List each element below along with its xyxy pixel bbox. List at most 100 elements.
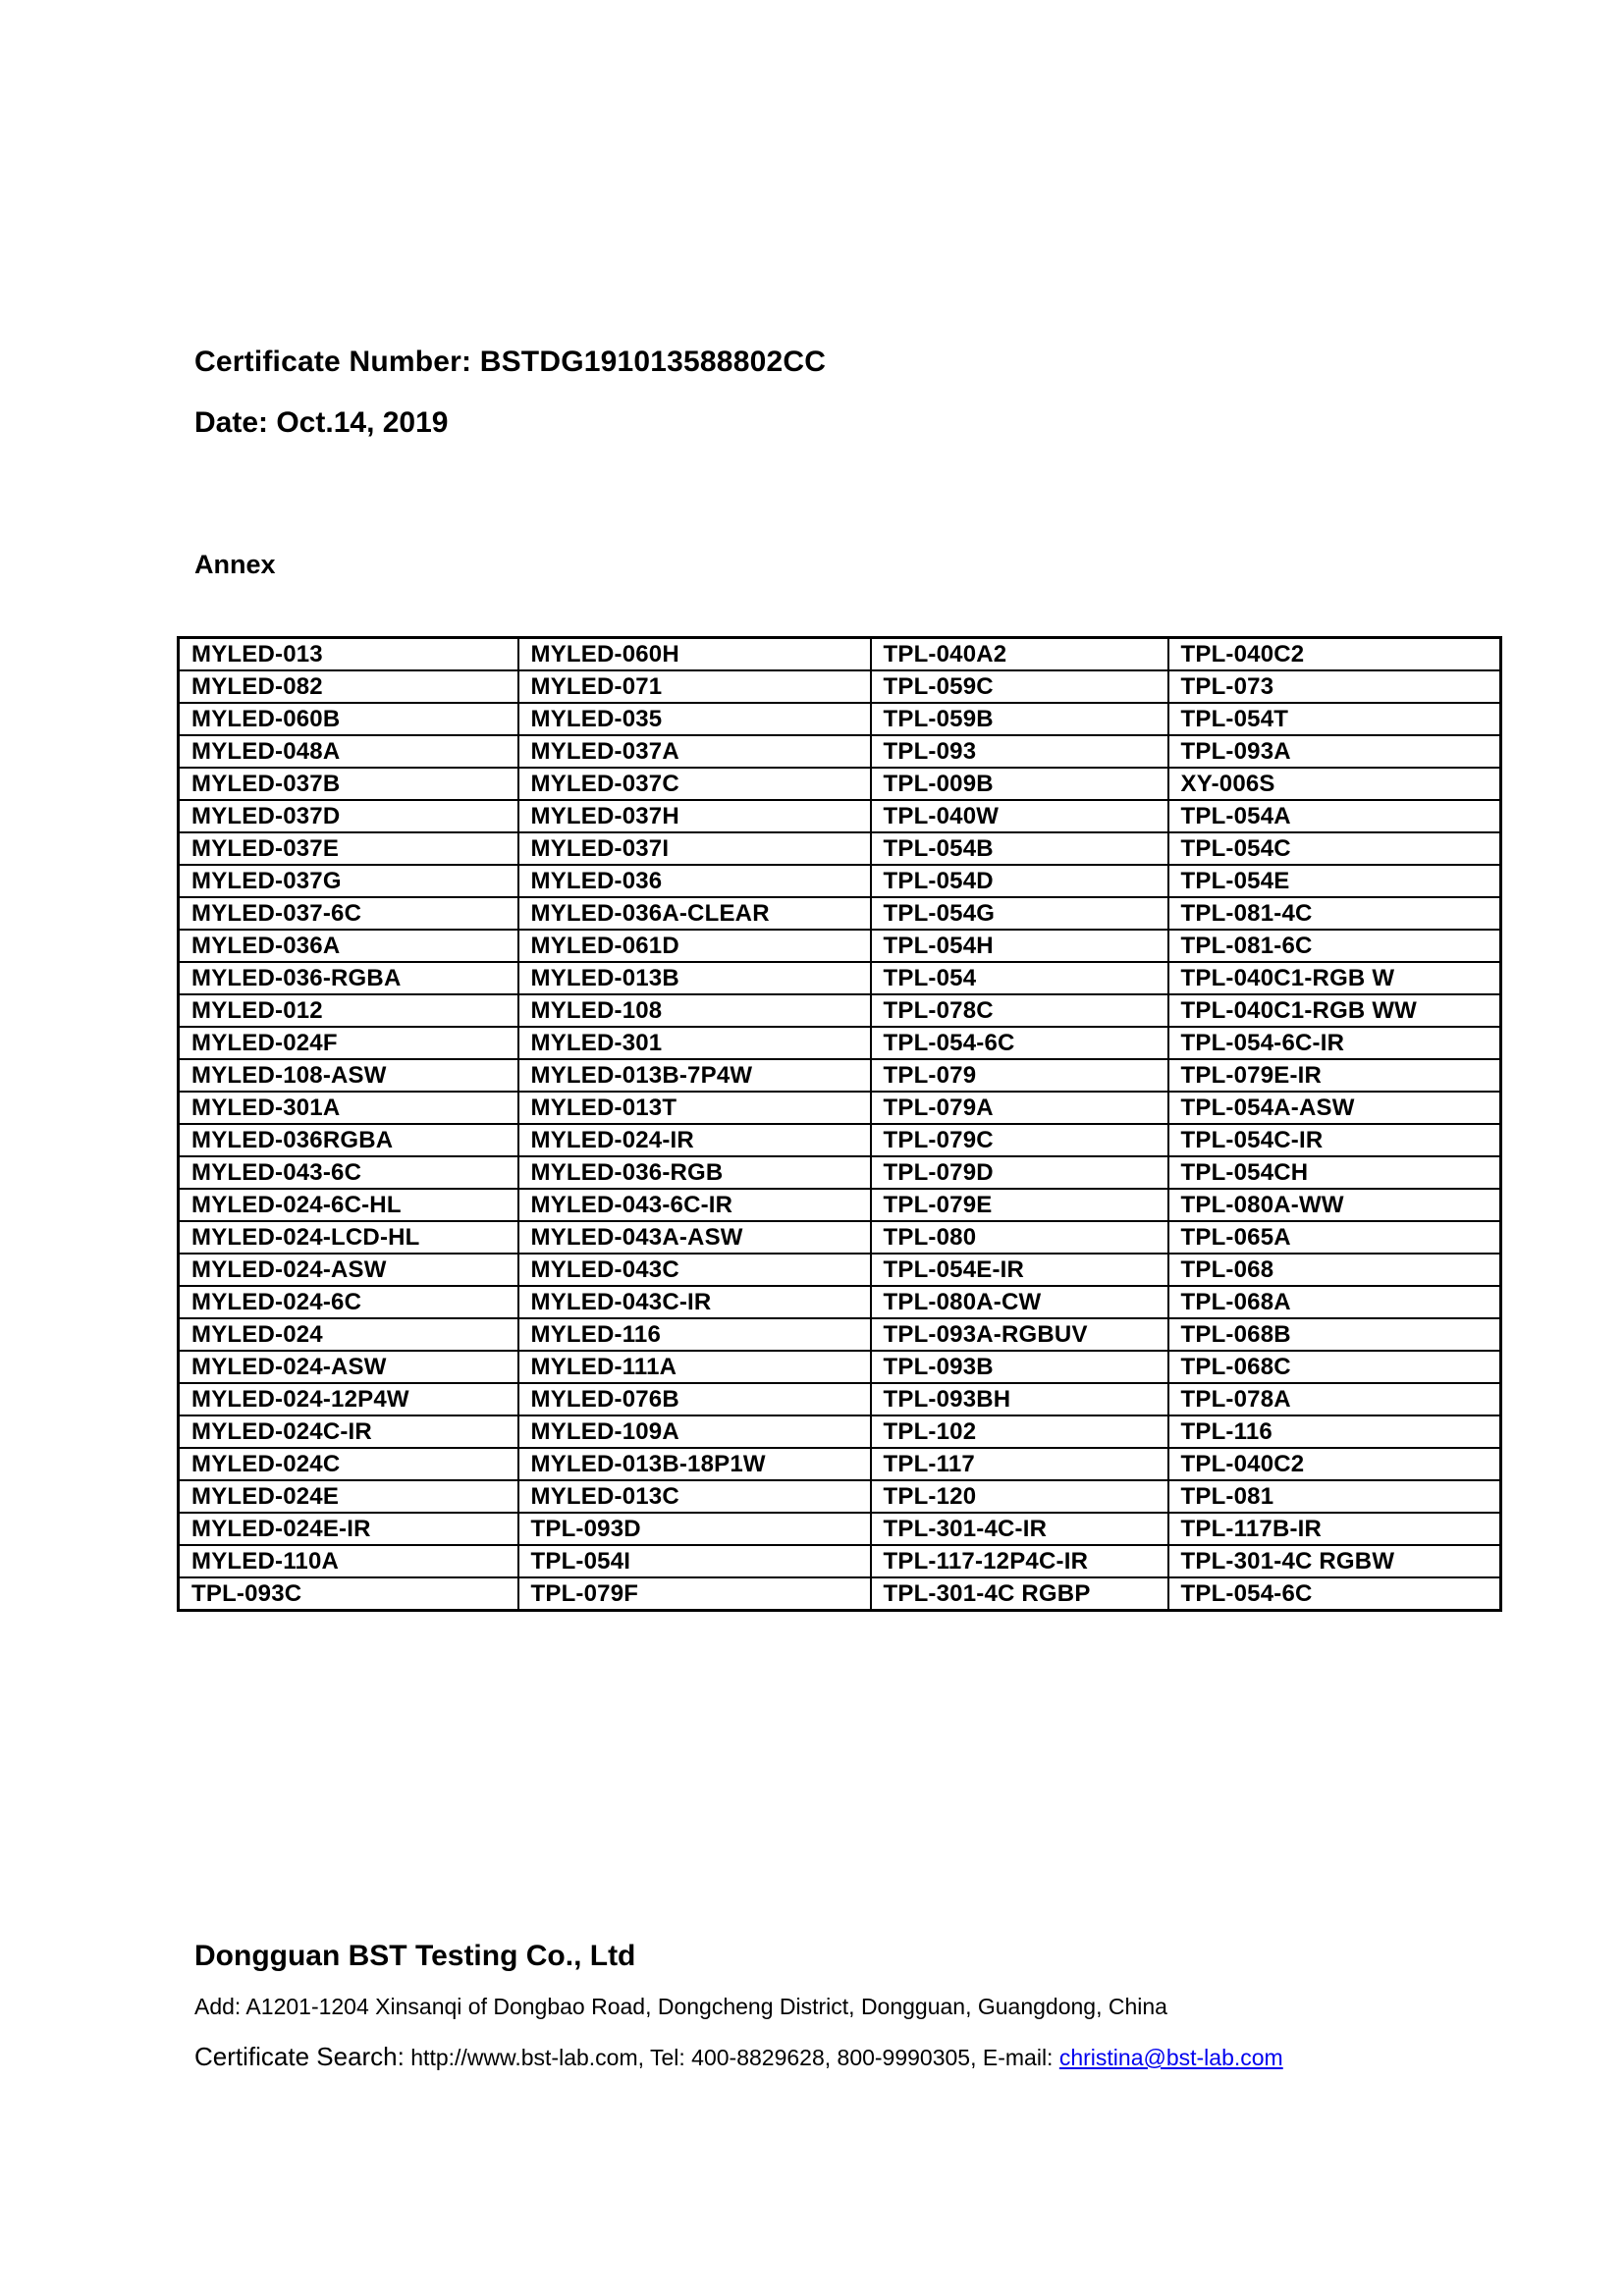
model-number-cell: MYLED-024-6C	[177, 1285, 519, 1319]
model-number-cell: MYLED-061D	[516, 929, 872, 963]
company-address: Add: A1201-1204 Xinsanqi of Dongbao Road…	[194, 1994, 1167, 2019]
model-number-cell: MYLED-060H	[516, 636, 872, 671]
model-number-cell: TPL-054T	[1166, 702, 1502, 736]
table-row: MYLED-024C-IR MYLED-109A TPL-102 TPL-116	[177, 1415, 1502, 1449]
model-number-cell: XY-006S	[1166, 767, 1502, 801]
annex-model-table: MYLED-013 MYLED-060H TPL-040A2 TPL-040C2 MYL…	[177, 636, 1502, 1612]
model-number-cell: MYLED-301	[516, 1026, 872, 1060]
model-number-cell: TPL-054D	[869, 864, 1169, 898]
model-number-cell: MYLED-036-RGBA	[177, 961, 519, 995]
model-number-cell: TPL-081-6C	[1166, 929, 1502, 963]
model-number-cell: TPL-054C-IR	[1166, 1123, 1502, 1157]
model-number-cell: TPL-093C	[177, 1576, 519, 1612]
model-number-cell: TPL-301-4C RGBW	[1166, 1544, 1502, 1578]
model-number-cell: TPL-117B-IR	[1166, 1512, 1502, 1546]
model-number-cell: TPL-079E-IR	[1166, 1058, 1502, 1093]
table-row: MYLED-037D MYLED-037H TPL-040W TPL-054A	[177, 799, 1502, 833]
model-number-cell: MYLED-024-6C-HL	[177, 1188, 519, 1222]
model-number-cell: MYLED-037-6C	[177, 896, 519, 931]
model-number-cell: MYLED-024-IR	[516, 1123, 872, 1157]
model-number-cell: TPL-079E	[869, 1188, 1169, 1222]
table-row: MYLED-024E-IR TPL-093D TPL-301-4C-IR TPL-11…	[177, 1512, 1502, 1546]
model-number-cell: TPL-079C	[869, 1123, 1169, 1157]
model-number-cell: MYLED-116	[516, 1317, 872, 1352]
table-row: MYLED-043-6C MYLED-036-RGB TPL-079D TPL-054…	[177, 1155, 1502, 1190]
model-number-cell: TPL-068C	[1166, 1350, 1502, 1384]
model-number-cell: MYLED-024E	[177, 1479, 519, 1514]
model-number-cell: MYLED-024-12P4W	[177, 1382, 519, 1416]
model-number-cell: MYLED-024-LCD-HL	[177, 1220, 519, 1255]
model-number-cell: MYLED-043-6C	[177, 1155, 519, 1190]
table-row: MYLED-037-6C MYLED-036A-CLEAR TPL-054G TPL-…	[177, 896, 1502, 931]
table-row: MYLED-024E MYLED-013C TPL-120 TPL-081	[177, 1479, 1502, 1514]
model-number-cell: TPL-078A	[1166, 1382, 1502, 1416]
model-number-cell: MYLED-024C	[177, 1447, 519, 1481]
model-number-cell: TPL-054B	[869, 831, 1169, 866]
model-number-cell: TPL-054	[869, 961, 1169, 995]
model-number-cell: TPL-093BH	[869, 1382, 1169, 1416]
table-row: MYLED-013 MYLED-060H TPL-040A2 TPL-040C2	[177, 636, 1502, 671]
model-number-cell: TPL-054G	[869, 896, 1169, 931]
model-number-cell: MYLED-036A-CLEAR	[516, 896, 872, 931]
certificate-search-line: Certificate Search: http://www.bst-lab.c…	[194, 2042, 1283, 2072]
table-row: MYLED-024-ASW MYLED-043C TPL-054E-IR TPL-06…	[177, 1253, 1502, 1287]
model-number-cell: MYLED-043-6C-IR	[516, 1188, 872, 1222]
model-number-cell: MYLED-024F	[177, 1026, 519, 1060]
email-link[interactable]: christina@bst-lab.com	[1058, 2045, 1283, 2070]
table-row: MYLED-037E MYLED-037I TPL-054B TPL-054C	[177, 831, 1502, 866]
model-number-cell: TPL-040W	[869, 799, 1169, 833]
model-number-cell: TPL-054E	[1166, 864, 1502, 898]
model-number-cell: TPL-117-12P4C-IR	[869, 1544, 1169, 1578]
model-number-cell: MYLED-024E-IR	[177, 1512, 519, 1546]
table-row: MYLED-048A MYLED-037A TPL-093 TPL-093A	[177, 734, 1502, 769]
model-number-cell: TPL-093B	[869, 1350, 1169, 1384]
table-row: MYLED-301A MYLED-013T TPL-079A TPL-054A-ASW	[177, 1091, 1502, 1125]
certificate-number-line: Certificate Number: BSTDG191013588802CC	[194, 346, 827, 378]
table-row: MYLED-024-LCD-HL MYLED-043A-ASW TPL-080 TPL…	[177, 1220, 1502, 1255]
model-number-cell: MYLED-037I	[516, 831, 872, 866]
model-number-cell: MYLED-048A	[177, 734, 519, 769]
model-number-cell: MYLED-060B	[177, 702, 519, 736]
model-number-cell: TPL-068A	[1166, 1285, 1502, 1319]
model-number-cell: MYLED-013B-18P1W	[516, 1447, 872, 1481]
model-number-cell: TPL-054-6C	[1166, 1576, 1502, 1612]
model-number-cell: MYLED-037D	[177, 799, 519, 833]
model-number-cell: TPL-073	[1166, 669, 1502, 704]
table-row: TPL-093C TPL-079F TPL-301-4C RGBP TPL-054-6…	[177, 1576, 1502, 1612]
table-row: MYLED-082 MYLED-071 TPL-059C TPL-073	[177, 669, 1502, 704]
table-row: MYLED-024-12P4W MYLED-076B TPL-093BH TPL-07…	[177, 1382, 1502, 1416]
table-row: MYLED-024-ASW MYLED-111A TPL-093B TPL-068C	[177, 1350, 1502, 1384]
model-number-cell: MYLED-071	[516, 669, 872, 704]
model-number-cell: MYLED-108-ASW	[177, 1058, 519, 1093]
model-number-cell: TPL-078C	[869, 993, 1169, 1028]
annex-table-body: MYLED-013 MYLED-060H TPL-040A2 TPL-040C2 MYL…	[177, 636, 1502, 1612]
model-number-cell: MYLED-024-ASW	[177, 1350, 519, 1384]
model-number-cell: MYLED-110A	[177, 1544, 519, 1578]
model-number-cell: TPL-093D	[516, 1512, 872, 1546]
model-number-cell: MYLED-013B	[516, 961, 872, 995]
model-number-cell: TPL-080	[869, 1220, 1169, 1255]
model-number-cell: TPL-116	[1166, 1415, 1502, 1449]
model-number-cell: MYLED-108	[516, 993, 872, 1028]
model-number-cell: TPL-068B	[1166, 1317, 1502, 1352]
table-row: MYLED-036A MYLED-061D TPL-054H TPL-081-6C	[177, 929, 1502, 963]
model-number-cell: TPL-301-4C RGBP	[869, 1576, 1169, 1612]
model-number-cell: TPL-093A-RGBUV	[869, 1317, 1169, 1352]
table-row: MYLED-024-6C MYLED-043C-IR TPL-080A-CW TPL-…	[177, 1285, 1502, 1319]
model-number-cell: TPL-054A-ASW	[1166, 1091, 1502, 1125]
table-row: MYLED-110A TPL-054I TPL-117-12P4C-IR TPL-30…	[177, 1544, 1502, 1578]
model-number-cell: TPL-040C2	[1166, 636, 1502, 671]
model-number-cell: MYLED-076B	[516, 1382, 872, 1416]
model-number-cell: MYLED-037A	[516, 734, 872, 769]
model-number-cell: TPL-054CH	[1166, 1155, 1502, 1190]
model-number-cell: TPL-301-4C-IR	[869, 1512, 1169, 1546]
certificate-search-label: Certificate Search:	[194, 2042, 405, 2071]
model-number-cell: TPL-059C	[869, 669, 1169, 704]
model-number-cell: TPL-065A	[1166, 1220, 1502, 1255]
table-row: MYLED-012 MYLED-108 TPL-078C TPL-040C1-RGB …	[177, 993, 1502, 1028]
model-number-cell: TPL-040C2	[1166, 1447, 1502, 1481]
model-number-cell: TPL-054E-IR	[869, 1253, 1169, 1287]
table-row: MYLED-060B MYLED-035 TPL-059B TPL-054T	[177, 702, 1502, 736]
model-number-cell: MYLED-036-RGB	[516, 1155, 872, 1190]
